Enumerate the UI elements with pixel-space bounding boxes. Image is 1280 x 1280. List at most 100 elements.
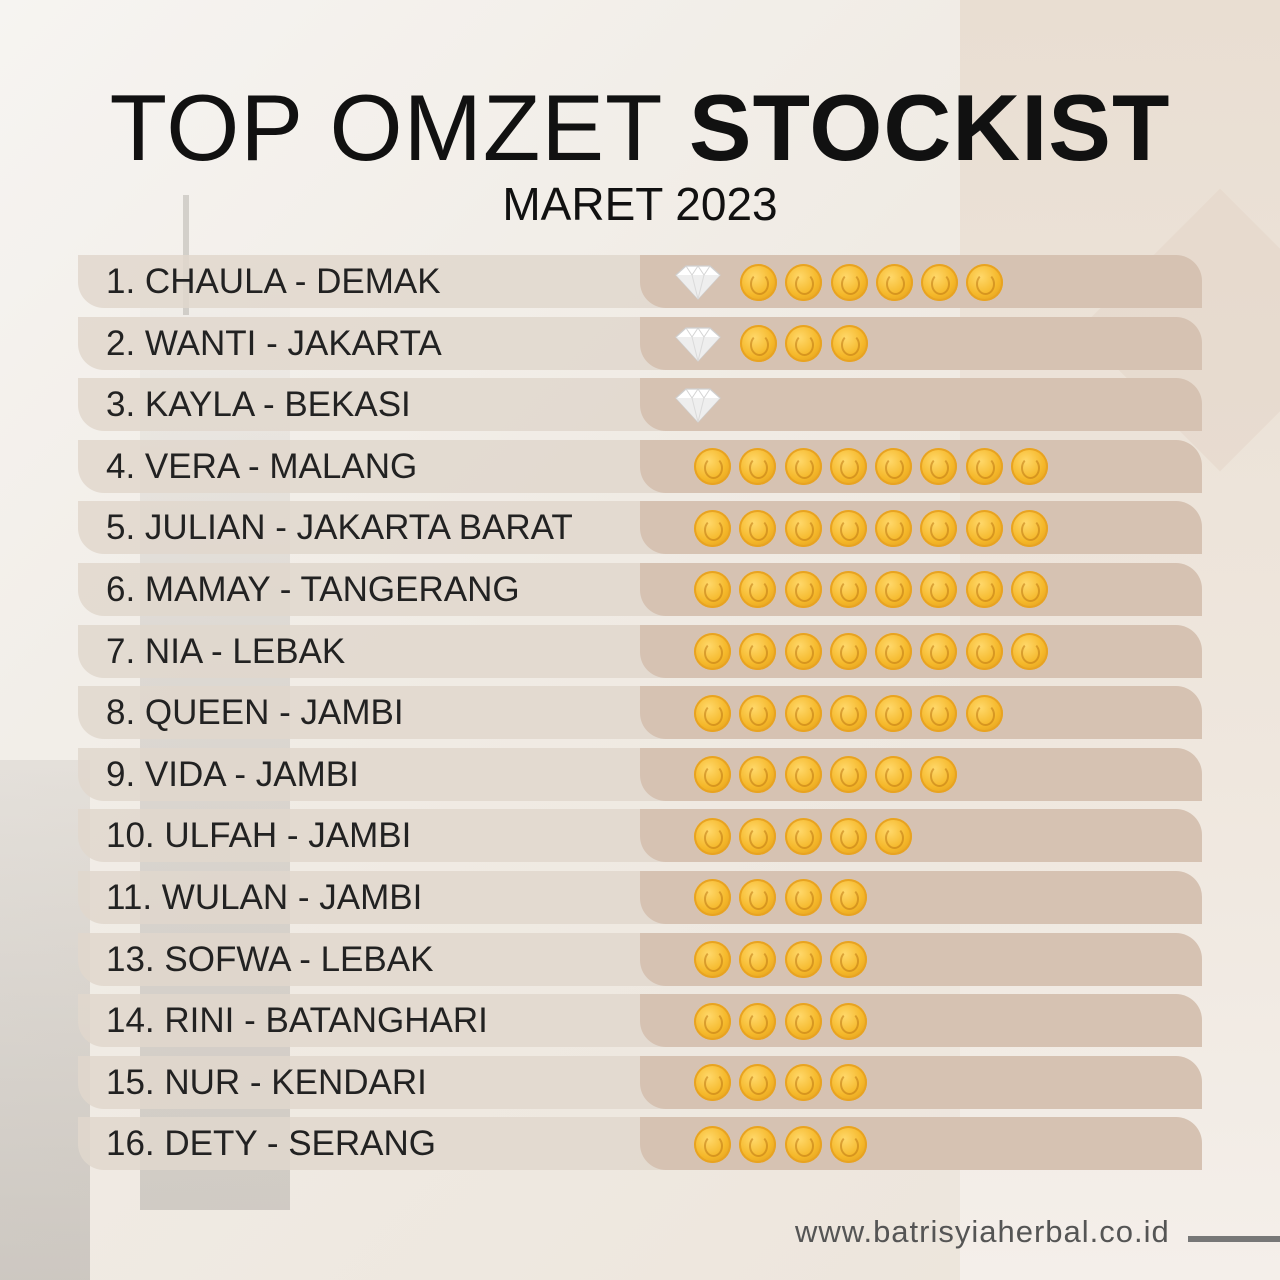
gold-coin-icon xyxy=(740,325,777,363)
award-icons xyxy=(694,1125,875,1163)
gold-coin-icon xyxy=(829,879,867,917)
gold-coin-icon xyxy=(920,694,958,732)
gold-coin-icon xyxy=(784,633,822,671)
gold-coin-icon xyxy=(920,756,958,794)
award-icons xyxy=(668,386,740,424)
gold-coin-icon xyxy=(920,633,958,671)
gold-coin-icon xyxy=(784,1125,822,1163)
row-name-panel xyxy=(78,686,678,740)
row-name-panel xyxy=(78,501,678,555)
gold-coin-icon xyxy=(784,571,822,609)
gold-coin-icon xyxy=(784,1002,822,1040)
award-icons xyxy=(694,817,920,855)
gold-coin-icon xyxy=(1011,448,1049,486)
ranking-row: 10. ULFAH - JAMBI xyxy=(78,809,1202,863)
gold-coin-icon xyxy=(739,571,777,609)
gold-coin-icon xyxy=(875,756,913,794)
gold-coin-icon xyxy=(920,448,958,486)
gold-coin-icon xyxy=(784,1064,822,1102)
gold-coin-icon xyxy=(694,817,731,855)
gold-coin-icon xyxy=(784,509,822,547)
gold-coin-icon xyxy=(875,817,913,855)
gold-coin-icon xyxy=(875,509,913,547)
gold-coin-icon xyxy=(784,817,822,855)
ranking-row: 6. MAMAY - TANGERANG xyxy=(78,562,1202,616)
gold-coin-icon xyxy=(694,509,731,547)
gold-coin-icon xyxy=(829,1064,867,1102)
gold-coin-icon xyxy=(785,325,823,363)
gold-coin-icon xyxy=(784,756,822,794)
gold-coin-icon xyxy=(829,448,867,486)
gold-coin-icon xyxy=(739,694,777,732)
stockist-name: 4. VERA - MALANG xyxy=(106,446,418,486)
gold-coin-icon xyxy=(784,879,822,917)
award-icons xyxy=(668,263,1012,301)
stockist-name: 6. MAMAY - TANGERANG xyxy=(106,569,520,609)
footer-divider xyxy=(1188,1236,1280,1242)
diamond-icon xyxy=(668,386,728,424)
gold-coin-icon xyxy=(784,941,822,979)
diamond-icon xyxy=(668,325,728,363)
row-award-panel xyxy=(640,932,1202,986)
award-icons xyxy=(694,941,875,979)
gold-coin-icon xyxy=(740,263,777,301)
gold-coin-icon xyxy=(965,571,1003,609)
gold-coin-icon xyxy=(739,756,777,794)
gold-coin-icon xyxy=(1011,571,1049,609)
gold-coin-icon xyxy=(1011,509,1049,547)
row-name-panel xyxy=(78,316,678,370)
gold-coin-icon xyxy=(694,879,731,917)
gold-coin-icon xyxy=(694,1002,731,1040)
award-icons xyxy=(694,633,1056,671)
ranking-row: 1. CHAULA - DEMAK xyxy=(78,255,1202,308)
gold-coin-icon xyxy=(739,817,777,855)
gold-coin-icon xyxy=(875,448,913,486)
stockist-name: 7. NIA - LEBAK xyxy=(106,631,346,671)
gold-coin-icon xyxy=(739,1125,777,1163)
ranking-row: 15. NUR - KENDARI xyxy=(78,1055,1202,1109)
stockist-name: 8. QUEEN - JAMBI xyxy=(106,693,404,733)
gold-coin-icon xyxy=(829,756,867,794)
stockist-name: 3. KAYLA - BEKASI xyxy=(106,385,411,425)
gold-coin-icon xyxy=(830,263,868,301)
gold-coin-icon xyxy=(829,1125,867,1163)
gold-coin-icon xyxy=(694,1064,731,1102)
gold-coin-icon xyxy=(694,633,731,671)
ranking-row: 4. VERA - MALANG xyxy=(78,439,1202,493)
gold-coin-icon xyxy=(966,263,1004,301)
row-name-panel xyxy=(78,809,678,863)
gold-coin-icon xyxy=(784,448,822,486)
background-building-left xyxy=(0,760,90,1280)
gold-coin-icon xyxy=(784,694,822,732)
gold-coin-icon xyxy=(920,571,958,609)
award-icons xyxy=(694,879,875,917)
gold-coin-icon xyxy=(694,941,731,979)
row-name-panel xyxy=(78,378,678,432)
ranking-row: 2. WANTI - JAKARTA xyxy=(78,316,1202,370)
row-name-panel xyxy=(78,439,678,493)
row-award-panel xyxy=(640,316,1202,370)
gold-coin-icon xyxy=(694,756,731,794)
gold-coin-icon xyxy=(829,509,867,547)
ranking-row: 16. DETY - SERANG xyxy=(78,1117,1202,1171)
row-name-panel xyxy=(78,255,678,308)
award-icons xyxy=(694,756,966,794)
stockist-name: 10. ULFAH - JAMBI xyxy=(106,816,412,856)
ranking-row: 13. SOFWA - LEBAK xyxy=(78,932,1202,986)
stockist-name: 11. WULAN - JAMBI xyxy=(106,877,423,917)
row-award-panel xyxy=(640,255,1202,308)
award-icons xyxy=(668,325,876,363)
gold-coin-icon xyxy=(830,325,868,363)
gold-coin-icon xyxy=(739,879,777,917)
gold-coin-icon xyxy=(875,263,913,301)
gold-coin-icon xyxy=(694,448,731,486)
row-award-panel xyxy=(640,994,1202,1048)
stockist-name: 14. RINI - BATANGHARI xyxy=(106,1001,488,1041)
row-name-panel xyxy=(78,624,678,678)
ranking-row: 7. NIA - LEBAK xyxy=(78,624,1202,678)
row-name-panel xyxy=(78,562,678,616)
gold-coin-icon xyxy=(829,571,867,609)
row-award-panel xyxy=(640,870,1202,924)
gold-coin-icon xyxy=(875,633,913,671)
gold-coin-icon xyxy=(965,448,1003,486)
